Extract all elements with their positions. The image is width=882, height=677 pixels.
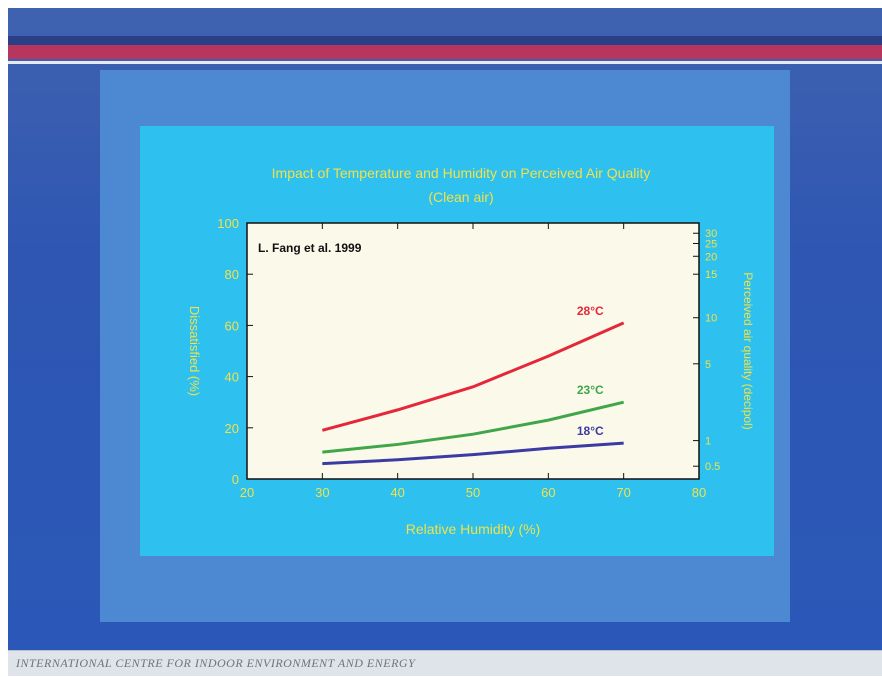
series-line: [322, 400, 625, 454]
y-tick-label: 80: [225, 267, 239, 282]
x-axis-label: Relative Humidity (%): [406, 521, 541, 537]
y-tick-label: 20: [225, 421, 239, 436]
header-stripe-red: [8, 45, 882, 59]
series-line: [321, 321, 625, 432]
series-line: [322, 441, 624, 466]
chart-subtitle: (Clean air): [428, 189, 493, 205]
header-stripe-line: [8, 61, 882, 64]
right-tick-label: 0.5: [705, 461, 720, 473]
right-axis-label: Perceived air quality (decipol): [741, 272, 755, 429]
series-label: 18°C: [577, 424, 604, 438]
header-stripe-dark: [8, 36, 882, 45]
right-tick-label: 20: [705, 251, 717, 263]
x-tick-label: 40: [390, 485, 404, 500]
right-tick-label: 30: [705, 228, 717, 240]
series-label: 23°C: [577, 383, 604, 397]
plot-area: [246, 222, 700, 480]
x-axis-ticks: 20 30 40 50 60 70 80: [240, 223, 706, 500]
y-axis-label: Dissatisfied (%): [187, 306, 202, 396]
right-tick-label: 15: [705, 269, 717, 281]
series-label: 28°C: [577, 304, 604, 318]
right-tick-label: 10: [705, 313, 717, 325]
series-lines: [321, 321, 625, 466]
chart-svg: Impact of Temperature and Humidity on Pe…: [187, 165, 755, 537]
chart-annotation: L. Fang et al. 1999: [258, 241, 362, 255]
y-axis-ticks: 0 20 40 60 80 100: [217, 216, 253, 487]
series-labels: 28°C 23°C 18°C: [577, 304, 604, 438]
y-tick-label: 100: [217, 216, 239, 231]
footer-bar: INTERNATIONAL CENTRE FOR INDOOR ENVIRONM…: [8, 650, 882, 676]
right-tick-label: 25: [705, 238, 717, 250]
x-tick-label: 20: [240, 485, 254, 500]
x-tick-label: 80: [692, 485, 706, 500]
right-tick-label: 5: [705, 359, 711, 371]
chart-title: Impact of Temperature and Humidity on Pe…: [272, 165, 651, 181]
x-tick-label: 70: [616, 485, 630, 500]
x-tick-label: 30: [315, 485, 329, 500]
right-tick-label: 1: [705, 436, 711, 448]
y-tick-label: 40: [225, 370, 239, 385]
x-tick-label: 60: [541, 485, 555, 500]
y-tick-label: 60: [225, 318, 239, 333]
y-tick-label: 0: [232, 472, 239, 487]
footer-text: INTERNATIONAL CENTRE FOR INDOOR ENVIRONM…: [16, 656, 416, 670]
x-tick-label: 50: [466, 485, 480, 500]
